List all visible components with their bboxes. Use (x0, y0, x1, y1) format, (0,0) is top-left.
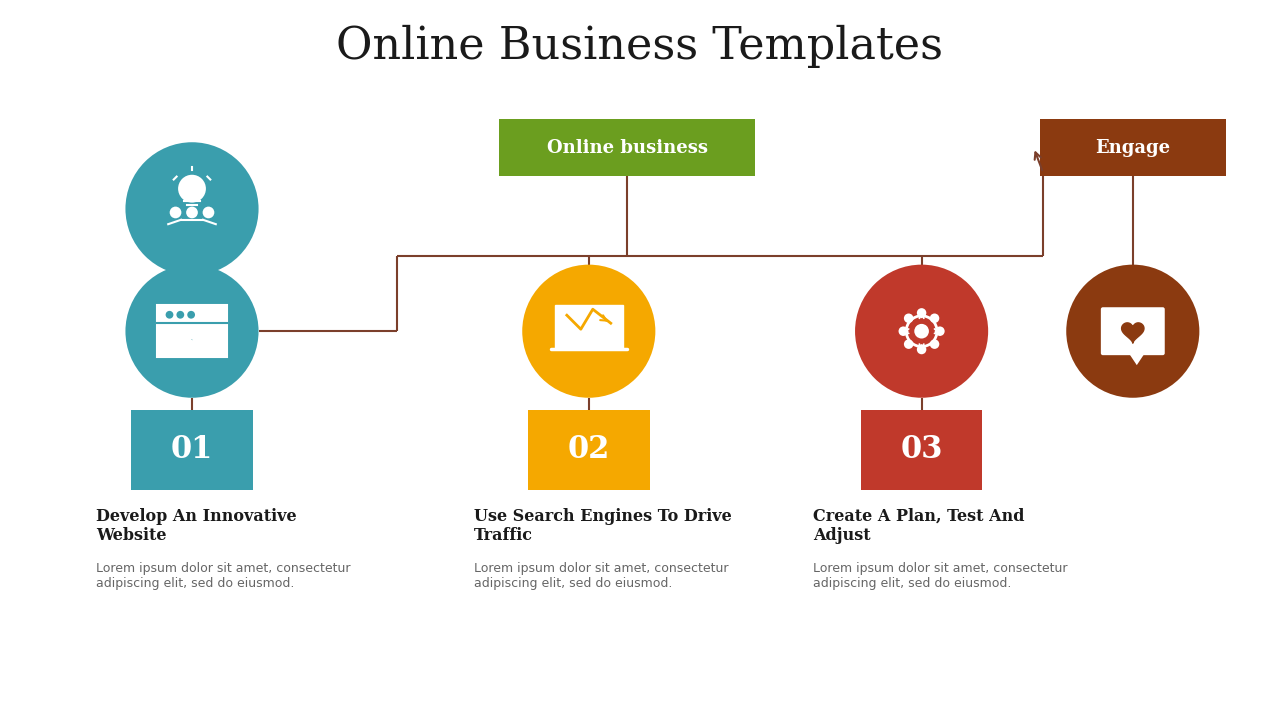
Circle shape (165, 311, 173, 319)
Circle shape (855, 265, 988, 397)
Circle shape (202, 207, 214, 218)
FancyBboxPatch shape (1101, 307, 1165, 355)
Circle shape (186, 207, 198, 218)
FancyBboxPatch shape (554, 305, 623, 349)
FancyBboxPatch shape (529, 410, 650, 490)
Polygon shape (1129, 354, 1144, 365)
Circle shape (916, 308, 927, 318)
Circle shape (125, 265, 259, 397)
FancyBboxPatch shape (1041, 119, 1226, 176)
Circle shape (170, 207, 182, 218)
Circle shape (904, 313, 914, 323)
Text: 01: 01 (170, 434, 214, 466)
Circle shape (899, 326, 908, 336)
Text: Lorem ipsum dolor sit amet, consectetur
adipiscing elit, sed do eiusmod.: Lorem ipsum dolor sit amet, consectetur … (813, 562, 1068, 590)
Circle shape (125, 143, 259, 275)
Text: Lorem ipsum dolor sit amet, consectetur
adipiscing elit, sed do eiusmod.: Lorem ipsum dolor sit amet, consectetur … (96, 562, 351, 590)
Circle shape (1066, 265, 1199, 397)
Circle shape (929, 339, 940, 349)
FancyBboxPatch shape (157, 305, 227, 357)
Circle shape (929, 313, 940, 323)
Circle shape (178, 175, 206, 202)
Polygon shape (1121, 323, 1144, 343)
FancyBboxPatch shape (499, 119, 755, 176)
FancyBboxPatch shape (860, 410, 983, 490)
Text: Use Search Engines To Drive
Traffic: Use Search Engines To Drive Traffic (474, 508, 731, 544)
Circle shape (522, 265, 655, 397)
Circle shape (187, 311, 195, 319)
Text: Develop An Innovative
Website: Develop An Innovative Website (96, 508, 297, 544)
Text: </>: </> (191, 338, 193, 340)
Text: 03: 03 (900, 434, 943, 466)
Text: 02: 02 (567, 434, 611, 466)
FancyBboxPatch shape (131, 410, 253, 490)
Circle shape (936, 326, 945, 336)
Circle shape (916, 345, 927, 354)
Text: Online Business Templates: Online Business Templates (337, 25, 943, 68)
Text: Engage: Engage (1096, 138, 1170, 157)
Circle shape (177, 311, 184, 319)
Text: Online business: Online business (547, 138, 708, 157)
Circle shape (914, 324, 929, 338)
Circle shape (904, 339, 914, 349)
Text: Lorem ipsum dolor sit amet, consectetur
adipiscing elit, sed do eiusmod.: Lorem ipsum dolor sit amet, consectetur … (474, 562, 728, 590)
Text: Create A Plan, Test And
Adjust: Create A Plan, Test And Adjust (813, 508, 1024, 544)
